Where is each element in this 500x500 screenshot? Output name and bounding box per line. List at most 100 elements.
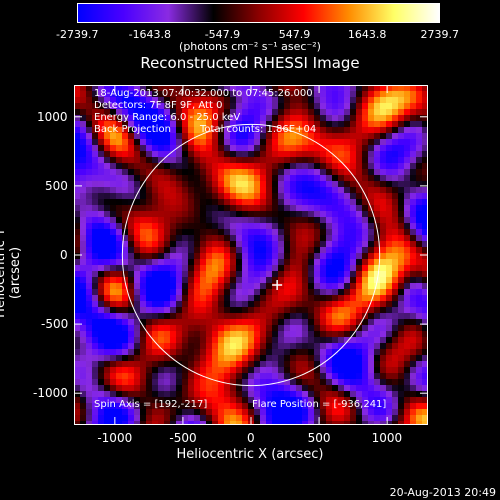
heatmap-cell <box>164 241 170 247</box>
heatmap-cell <box>122 241 128 247</box>
heatmap-cell <box>206 199 212 205</box>
heatmap-cell <box>422 295 428 301</box>
heatmap-cell <box>236 133 242 139</box>
heatmap-cell <box>242 403 248 409</box>
heatmap-cell <box>422 277 428 283</box>
heatmap-cell <box>374 319 380 325</box>
heatmap-cell <box>254 379 260 385</box>
heatmap-cell <box>398 229 404 235</box>
heatmap-cell <box>260 127 266 133</box>
heatmap-cell <box>332 283 338 289</box>
heatmap-cell <box>308 355 314 361</box>
heatmap-cell <box>410 343 416 349</box>
heatmap-cell <box>320 385 326 391</box>
heatmap-cell <box>74 139 80 145</box>
heatmap-cell <box>374 97 380 103</box>
solar-disk-outline <box>121 123 381 387</box>
heatmap-cell <box>392 283 398 289</box>
heatmap-cell <box>398 163 404 169</box>
heatmap-cell <box>332 361 338 367</box>
heatmap-cell <box>314 325 320 331</box>
heatmap-cell <box>236 205 242 211</box>
heatmap-cell <box>158 133 164 139</box>
heatmap-cell <box>158 187 164 193</box>
heatmap-cell <box>320 211 326 217</box>
heatmap-cell <box>368 139 374 145</box>
heatmap-cell <box>236 307 242 313</box>
heatmap-cell <box>332 367 338 373</box>
heatmap-cell <box>122 265 128 271</box>
heatmap-cell <box>326 187 332 193</box>
heatmap-cell <box>248 235 254 241</box>
heatmap-cell <box>224 217 230 223</box>
heatmap-cell <box>416 103 422 109</box>
heatmap-cell <box>344 85 350 91</box>
heatmap-cell <box>290 163 296 169</box>
heatmap-cell <box>386 301 392 307</box>
heatmap-cell <box>386 193 392 199</box>
heatmap-cell <box>176 163 182 169</box>
heatmap-cell <box>86 295 92 301</box>
heatmap-cell <box>182 313 188 319</box>
heatmap-cell <box>260 97 266 103</box>
heatmap-cell <box>416 391 422 397</box>
heatmap-cell <box>110 277 116 283</box>
heatmap-cell <box>194 397 200 403</box>
heatmap-cell <box>218 385 224 391</box>
heatmap-cell <box>278 217 284 223</box>
heatmap-cell <box>248 385 254 391</box>
heatmap-cell <box>188 211 194 217</box>
heatmap-cell <box>242 415 248 421</box>
heatmap-cell <box>350 133 356 139</box>
heatmap-cell <box>80 397 86 403</box>
heatmap-cell <box>314 307 320 313</box>
heatmap-cell <box>296 325 302 331</box>
heatmap-cell <box>404 163 410 169</box>
heatmap-cell <box>248 169 254 175</box>
heatmap-cell <box>224 145 230 151</box>
heatmap-cell <box>266 367 272 373</box>
heatmap-cell <box>356 319 362 325</box>
heatmap-cell <box>128 109 134 115</box>
heatmap-cell <box>158 163 164 169</box>
heatmap-cell <box>248 103 254 109</box>
heatmap-cell <box>272 181 278 187</box>
heatmap-cell <box>146 193 152 199</box>
heatmap-cell <box>362 271 368 277</box>
heatmap-cell <box>152 235 158 241</box>
heatmap-cell <box>92 253 98 259</box>
heatmap-cell <box>242 139 248 145</box>
heatmap-cell <box>122 331 128 337</box>
heatmap-cell <box>308 283 314 289</box>
heatmap-cell <box>194 271 200 277</box>
heatmap-cell <box>320 403 326 409</box>
heatmap-cell <box>392 139 398 145</box>
heatmap-cell <box>194 373 200 379</box>
heatmap-cell <box>74 289 80 295</box>
heatmap-cell <box>212 115 218 121</box>
heatmap-cell <box>230 211 236 217</box>
heatmap-cell <box>158 127 164 133</box>
heatmap-cell <box>308 85 314 91</box>
heatmap-cell <box>284 181 290 187</box>
heatmap-cell <box>338 103 344 109</box>
y-tick-label-1: 500 <box>45 178 68 193</box>
heatmap-cell <box>224 187 230 193</box>
heatmap-cell <box>242 313 248 319</box>
heatmap-cell <box>338 139 344 145</box>
heatmap-cell <box>104 253 110 259</box>
heatmap-cell <box>338 193 344 199</box>
heatmap-cell <box>302 361 308 367</box>
heatmap-cell <box>152 349 158 355</box>
heatmap-cell <box>326 289 332 295</box>
heatmap-cell <box>74 343 80 349</box>
heatmap-cell <box>392 217 398 223</box>
heatmap-cell <box>128 139 134 145</box>
heatmap-cell <box>302 349 308 355</box>
heatmap-cell <box>368 409 374 415</box>
heatmap-cell <box>314 139 320 145</box>
heatmap-cell <box>236 253 242 259</box>
heatmap-cell <box>140 169 146 175</box>
heatmap-cell <box>362 373 368 379</box>
heatmap-cell <box>410 403 416 409</box>
